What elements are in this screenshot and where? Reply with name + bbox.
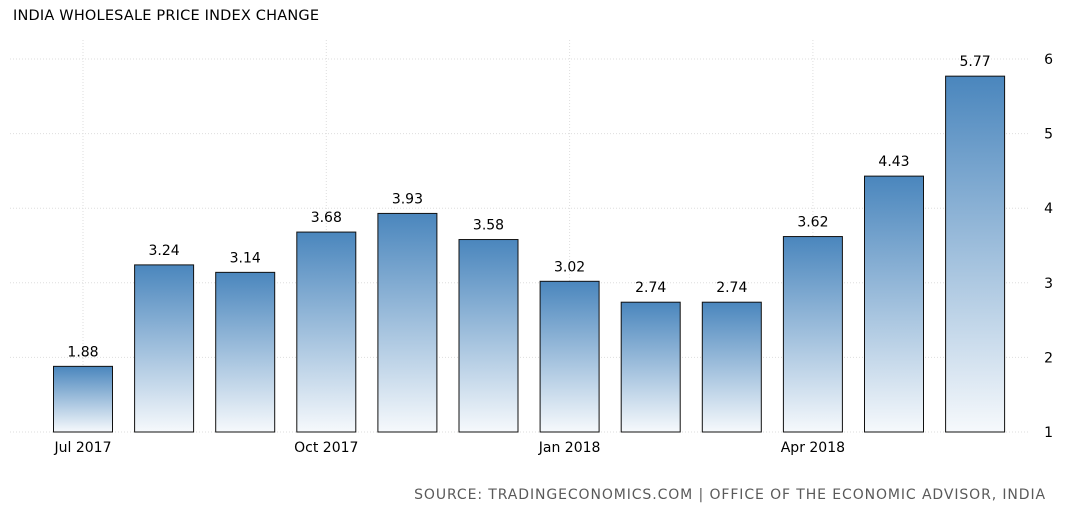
data-label: 3.02 (554, 259, 585, 275)
chart-title: INDIA WHOLESALE PRICE INDEX CHANGE (13, 8, 320, 24)
x-tick-label: Jan 2018 (538, 440, 601, 456)
bar-oct-2017 (296, 231, 357, 433)
y-tick-label: 5 (1044, 127, 1053, 143)
data-label: 2.74 (716, 280, 747, 296)
bar-feb-2018 (620, 301, 681, 433)
data-label: 2.74 (635, 280, 666, 296)
bars (53, 75, 1006, 433)
y-tick-label: 1 (1044, 425, 1053, 441)
data-label: 1.88 (67, 344, 98, 360)
bar-jul-2017 (53, 365, 113, 433)
data-label: 3.58 (473, 218, 504, 234)
bar-mar-2018 (701, 301, 762, 433)
bar-jan-2018 (539, 280, 600, 433)
y-tick-label: 2 (1044, 350, 1053, 366)
bar-apr-2018 (782, 236, 843, 433)
bar-nov-2017 (377, 212, 438, 433)
y-tick-label: 6 (1044, 52, 1053, 68)
data-label: 3.24 (149, 243, 180, 259)
x-tick-label: Jul 2017 (54, 440, 112, 456)
data-label: 3.93 (392, 191, 423, 207)
y-axis: 1 2 3 4 5 6 (1044, 52, 1053, 441)
bar-may-2018 (864, 175, 924, 433)
bar-jun-2018 (945, 75, 1006, 433)
bar-aug-2017 (134, 264, 195, 433)
data-label: 4.43 (878, 154, 909, 170)
bar-dec-2017 (458, 239, 519, 433)
bar-sep-2017 (215, 271, 276, 433)
y-tick-label: 4 (1044, 201, 1053, 217)
x-tick-label: Oct 2017 (294, 440, 358, 456)
source-note: SOURCE: TRADINGECONOMICS.COM | OFFICE OF… (414, 487, 1046, 503)
data-label: 3.62 (797, 215, 828, 231)
data-label: 3.68 (311, 210, 342, 226)
data-labels: 1.88 3.24 3.14 3.68 3.93 3.58 3.02 2.74 2.74 3.62… (67, 54, 990, 360)
y-tick-label: 3 (1044, 276, 1053, 292)
x-axis: Jul 2017 Oct 2017 Jan 2018 Apr 2018 (54, 440, 846, 456)
x-tick-label: Apr 2018 (781, 440, 845, 456)
data-label: 3.14 (230, 250, 261, 266)
data-label: 5.77 (960, 54, 991, 70)
